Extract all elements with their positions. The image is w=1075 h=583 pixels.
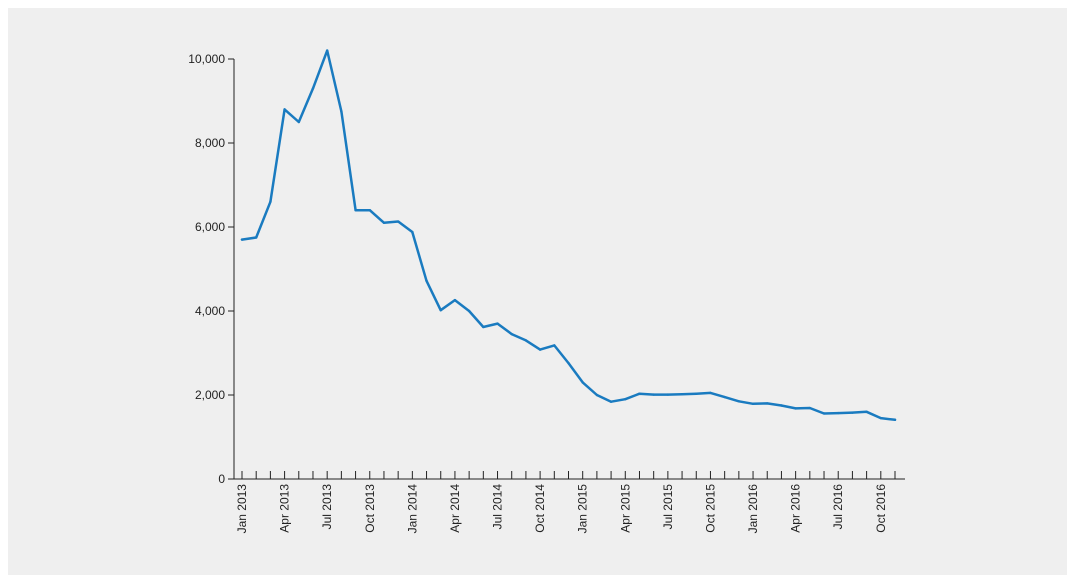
chart-axes <box>233 59 905 480</box>
data-point <box>780 404 783 407</box>
data-point <box>283 108 286 111</box>
data-point <box>340 110 343 113</box>
data-point <box>439 308 442 312</box>
data-point <box>254 236 258 239</box>
data-point <box>879 416 883 420</box>
data-point <box>396 220 400 223</box>
data-point <box>595 393 599 397</box>
data-point <box>865 410 868 413</box>
x-tick-label: Apr 2014 <box>448 484 462 533</box>
data-point <box>737 400 741 403</box>
data-point <box>467 309 471 313</box>
data-point <box>553 344 556 347</box>
data-point <box>453 298 457 302</box>
data-point <box>751 402 755 406</box>
data-point <box>723 395 726 399</box>
data-point <box>638 392 641 395</box>
data-point <box>794 407 797 410</box>
data-point <box>680 392 684 396</box>
data-point <box>567 361 570 365</box>
data-point <box>510 332 513 336</box>
x-tick-label: Oct 2014 <box>533 484 547 533</box>
x-tick-label: Jan 2014 <box>405 484 419 534</box>
y-tick-label: 2,000 <box>195 388 225 402</box>
y-axis-ticks: 0 2,000 4,000 6,000 8,000 10,000 <box>188 52 234 486</box>
x-tick-label: Jul 2015 <box>661 484 675 530</box>
x-tick-label: Jan 2016 <box>746 484 760 534</box>
x-tick-label: Jul 2013 <box>320 484 334 530</box>
data-point <box>709 391 712 395</box>
data-point <box>652 393 655 396</box>
data-point <box>808 406 812 410</box>
y-tick-label: 8,000 <box>195 136 225 150</box>
series-line <box>240 49 897 422</box>
data-point <box>382 221 386 224</box>
x-tick-label: Apr 2013 <box>278 484 292 533</box>
x-tick-label: Apr 2015 <box>618 484 632 533</box>
data-point <box>893 418 897 421</box>
data-point <box>624 398 627 401</box>
data-point <box>496 322 499 325</box>
data-point <box>609 400 613 403</box>
data-point <box>311 87 315 90</box>
data-point <box>411 230 414 234</box>
data-point <box>766 402 769 405</box>
x-axis-ticks: Jan 2013 Apr 2013 Jul 2013 Oct 2013 Jan 2014… <box>235 471 896 534</box>
y-tick-label: 4,000 <box>195 304 225 318</box>
data-point <box>837 411 840 415</box>
data-point <box>538 348 542 351</box>
data-point <box>368 209 371 212</box>
data-point <box>822 412 826 415</box>
series-group <box>240 49 897 422</box>
x-tick-label: Jul 2014 <box>491 484 505 530</box>
data-point <box>482 325 485 329</box>
x-tick-label: Jan 2013 <box>235 484 249 534</box>
x-tick-label: Apr 2016 <box>789 484 803 533</box>
data-point <box>297 120 300 124</box>
y-tick-label: 6,000 <box>195 220 225 234</box>
y-tick-label: 0 <box>218 472 225 486</box>
x-tick-label: Oct 2016 <box>874 484 888 533</box>
x-tick-label: Oct 2015 <box>703 484 717 533</box>
data-point <box>524 339 528 342</box>
x-tick-label: Jan 2015 <box>576 484 590 534</box>
data-point <box>581 381 584 384</box>
x-tick-label: Jul 2016 <box>831 484 845 530</box>
data-point <box>851 411 854 414</box>
chart-panel <box>8 8 1067 575</box>
data-point <box>425 279 428 282</box>
data-point <box>354 209 357 212</box>
y-tick-label: 10,000 <box>188 52 225 66</box>
data-point <box>325 49 329 52</box>
data-point <box>695 392 698 395</box>
data-point <box>240 238 244 241</box>
data-point <box>269 200 272 203</box>
data-point <box>666 393 670 396</box>
x-tick-label: Oct 2013 <box>363 484 377 533</box>
